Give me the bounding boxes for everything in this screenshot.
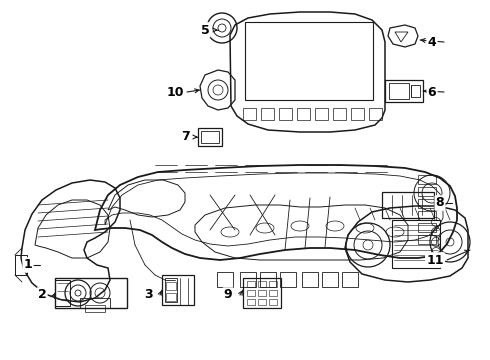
Text: 3: 3 — [144, 288, 152, 302]
Bar — [392, 220, 440, 268]
Bar — [198, 128, 222, 146]
Bar — [385, 80, 423, 102]
Bar — [247, 299, 255, 305]
Bar — [382, 192, 434, 218]
Bar — [55, 280, 70, 306]
Text: 4: 4 — [428, 36, 437, 49]
Bar — [217, 272, 233, 287]
Bar — [85, 305, 105, 312]
Bar — [269, 290, 277, 296]
Bar — [315, 108, 328, 120]
Bar — [166, 293, 176, 301]
Bar — [302, 272, 318, 287]
Text: 8: 8 — [436, 197, 444, 210]
Bar — [333, 108, 346, 120]
Bar — [280, 272, 296, 287]
Bar — [55, 278, 127, 308]
Bar — [418, 235, 436, 244]
Bar — [80, 298, 110, 308]
Text: 6: 6 — [428, 85, 436, 99]
Bar — [201, 131, 219, 143]
Text: 9: 9 — [224, 288, 232, 302]
Bar — [411, 85, 420, 97]
Bar — [258, 290, 266, 296]
Bar — [258, 299, 266, 305]
Bar — [247, 290, 255, 296]
Bar — [351, 108, 364, 120]
Bar — [243, 278, 281, 308]
Bar — [297, 108, 310, 120]
Bar — [261, 108, 274, 120]
Bar — [342, 272, 358, 287]
Bar — [166, 282, 176, 290]
Text: 10: 10 — [166, 85, 184, 99]
Text: 7: 7 — [181, 130, 189, 144]
Bar — [15, 255, 27, 275]
Bar — [247, 281, 255, 287]
Bar — [269, 299, 277, 305]
Bar — [260, 272, 276, 287]
Bar — [165, 278, 177, 302]
Bar — [258, 281, 266, 287]
Text: 1: 1 — [24, 258, 32, 271]
Bar — [418, 175, 436, 184]
Bar — [418, 187, 436, 196]
Bar — [279, 108, 292, 120]
Bar — [418, 199, 436, 208]
Bar — [245, 22, 373, 100]
Bar — [322, 272, 338, 287]
Bar — [243, 108, 256, 120]
Bar — [162, 275, 194, 305]
Text: 11: 11 — [426, 253, 444, 266]
Bar — [269, 281, 277, 287]
Text: 5: 5 — [200, 23, 209, 36]
Bar — [418, 223, 436, 232]
Text: 2: 2 — [38, 288, 47, 302]
Bar — [240, 272, 256, 287]
Bar — [369, 108, 382, 120]
Bar — [389, 83, 409, 99]
Bar — [418, 211, 436, 220]
